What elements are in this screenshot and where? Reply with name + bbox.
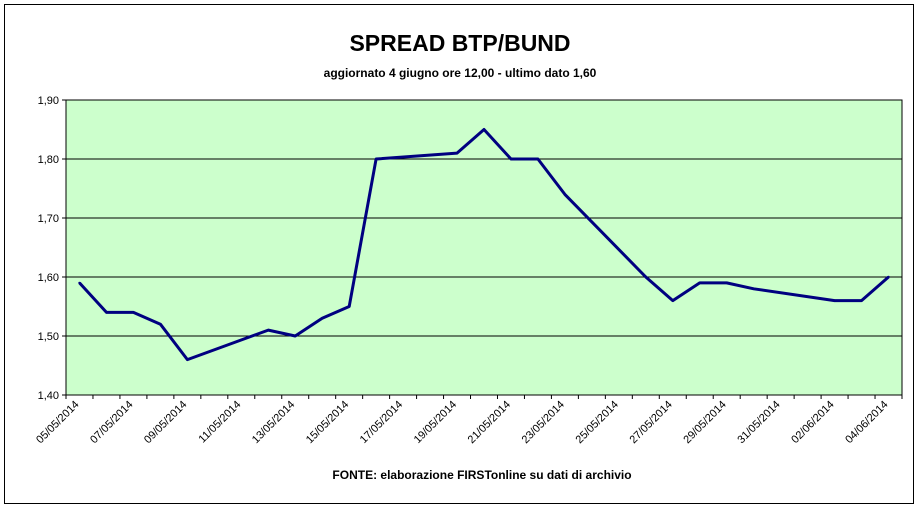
x-tick-label: 07/05/2014 [88,399,135,446]
x-tick-label: 04/06/2014 [843,399,890,446]
x-tick-label: 23/05/2014 [520,399,567,446]
data-point [698,281,701,285]
data-point [294,334,297,338]
data-point [78,281,81,285]
x-tick-label: 19/05/2014 [412,399,459,446]
data-point [186,358,189,361]
data-point [159,323,162,326]
x-tick-label: 09/05/2014 [142,399,189,446]
x-tick-label: 05/05/2014 [34,399,81,446]
data-point [482,128,486,131]
y-tick-label: 1,80 [38,154,59,166]
data-point [536,157,540,161]
y-tick-label: 1,90 [38,95,59,107]
y-tick-label: 1,60 [38,272,59,284]
chart-source: FONTE: elaborazione FIRSTonline su dati … [332,468,632,482]
data-point [563,193,567,196]
data-point [105,311,108,314]
x-tick-label: 11/05/2014 [197,399,244,446]
data-point [347,305,351,308]
data-point [671,299,674,302]
x-tick-label: 31/05/2014 [735,399,782,446]
data-point [752,287,755,290]
data-point [644,275,648,279]
data-point [725,281,728,285]
x-tick-label: 25/05/2014 [574,399,621,446]
plot-area [65,99,903,396]
y-tick-label: 1,70 [38,213,59,225]
data-point [132,311,135,314]
y-tick-label: 1,50 [38,331,59,343]
x-tick-label: 21/05/2014 [466,399,513,446]
series-group [78,128,890,362]
y-tick-label: 1,40 [38,390,59,402]
chart-title: SPREAD BTP/BUND [349,30,571,56]
x-tick-label: 17/05/2014 [358,399,405,446]
data-point [455,151,459,155]
x-tick-label: 27/05/2014 [627,399,674,446]
gridlines [66,158,902,337]
x-tick-label: 29/05/2014 [681,399,728,446]
x-tick-label: 15/05/2014 [304,399,351,446]
data-point [860,299,863,302]
axes [62,99,903,399]
data-point [833,299,836,302]
data-point [267,328,270,332]
data-point [509,157,513,161]
data-point [887,275,890,279]
x-tick-label: 13/05/2014 [250,399,297,446]
data-point [320,317,324,320]
chart-subtitle: aggiornato 4 giugno ore 12,00 - ultimo d… [323,66,597,80]
y-axis-ticks: 1,40 1,50 1,60 1,70 1,80 1,90 [38,95,59,402]
data-point [374,157,378,161]
x-tick-label: 02/06/2014 [789,399,836,446]
x-axis-ticks: 05/05/2014 07/05/2014 09/05/2014 11/05/2014… [34,399,890,446]
